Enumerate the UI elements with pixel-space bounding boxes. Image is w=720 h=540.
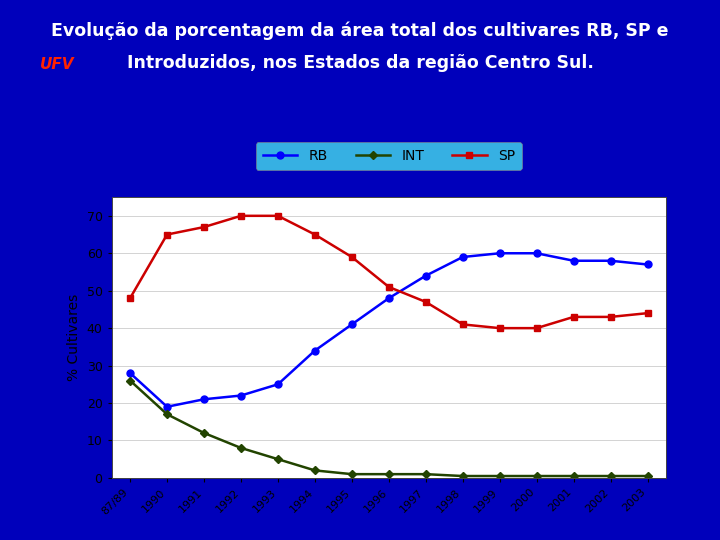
- Text: UFV: UFV: [40, 57, 74, 72]
- Text: Introduzidos, nos Estados da região Centro Sul.: Introduzidos, nos Estados da região Cent…: [127, 54, 593, 72]
- Y-axis label: % Cultivares: % Cultivares: [67, 294, 81, 381]
- Text: Evolução da porcentagem da área total dos cultivares RB, SP e: Evolução da porcentagem da área total do…: [51, 22, 669, 40]
- Legend: RB, INT, SP: RB, INT, SP: [256, 142, 522, 170]
